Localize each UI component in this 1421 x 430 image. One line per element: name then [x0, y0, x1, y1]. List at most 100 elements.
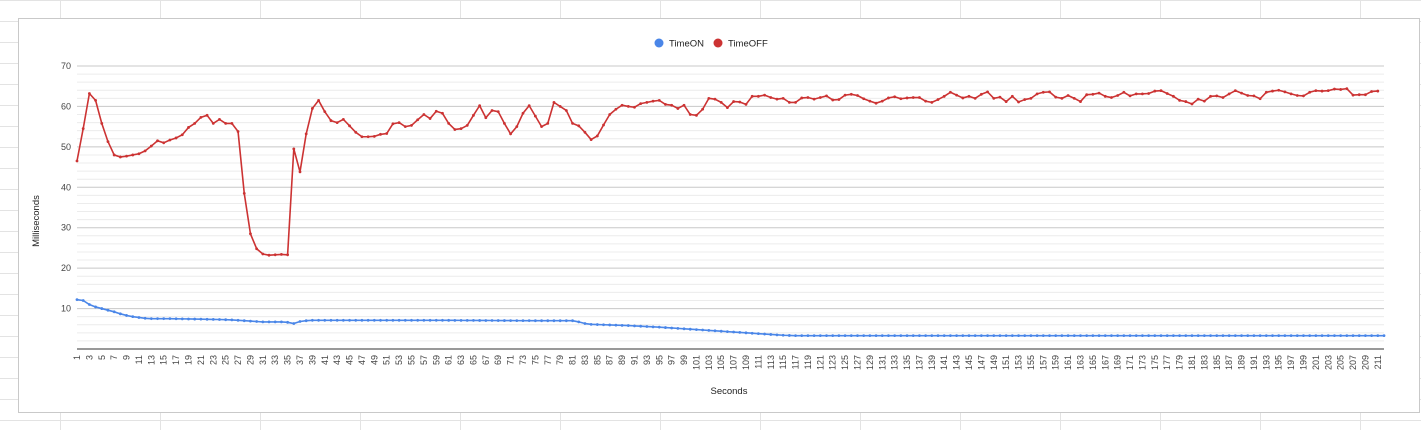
- data-point-timeoff[interactable]: [1333, 87, 1336, 91]
- data-point-timeon[interactable]: [868, 334, 872, 338]
- data-point-timeon[interactable]: [546, 319, 550, 323]
- data-point-timeon[interactable]: [626, 324, 630, 327]
- data-point-timeoff[interactable]: [1364, 93, 1367, 97]
- data-point-timeon[interactable]: [583, 322, 587, 325]
- data-point-timeoff[interactable]: [602, 123, 605, 127]
- data-point-timeoff[interactable]: [137, 152, 141, 156]
- data-point-timeoff[interactable]: [273, 253, 277, 257]
- data-point-timeon[interactable]: [1010, 334, 1014, 338]
- data-point-timeoff[interactable]: [100, 122, 104, 125]
- data-point-timeoff[interactable]: [87, 92, 91, 95]
- data-point-timeon[interactable]: [589, 322, 593, 326]
- data-point-timeon[interactable]: [1178, 334, 1181, 338]
- data-point-timeon[interactable]: [1190, 334, 1194, 338]
- data-point-timeoff[interactable]: [986, 90, 989, 94]
- data-point-timeoff[interactable]: [540, 125, 543, 129]
- data-point-timeoff[interactable]: [329, 119, 333, 122]
- data-point-timeon[interactable]: [317, 318, 320, 322]
- data-point-timeon[interactable]: [1357, 334, 1361, 338]
- data-point-timeoff[interactable]: [670, 103, 674, 107]
- data-point-timeon[interactable]: [893, 334, 897, 338]
- data-point-timeon[interactable]: [1023, 334, 1027, 338]
- data-point-timeoff[interactable]: [1221, 96, 1225, 99]
- data-point-timeoff[interactable]: [664, 103, 667, 106]
- data-point-timeon[interactable]: [230, 318, 234, 322]
- data-point-timeoff[interactable]: [1258, 97, 1262, 101]
- data-point-timeon[interactable]: [168, 317, 172, 321]
- data-point-timeoff[interactable]: [899, 97, 903, 101]
- data-point-timeoff[interactable]: [527, 104, 531, 108]
- data-point-timeoff[interactable]: [1165, 92, 1169, 95]
- data-point-timeon[interactable]: [143, 316, 147, 320]
- data-point-timeon[interactable]: [750, 331, 754, 335]
- data-point-timeon[interactable]: [323, 318, 327, 322]
- data-point-timeoff[interactable]: [1091, 92, 1095, 96]
- data-point-timeon[interactable]: [1227, 334, 1231, 338]
- data-point-timeoff[interactable]: [1357, 93, 1361, 97]
- data-point-timeon[interactable]: [453, 318, 457, 322]
- data-point-timeon[interactable]: [403, 318, 407, 322]
- data-point-timeoff[interactable]: [936, 98, 940, 101]
- data-point-timeoff[interactable]: [967, 94, 971, 98]
- data-point-timeon[interactable]: [880, 334, 884, 338]
- data-point-timeon[interactable]: [1382, 334, 1386, 338]
- data-point-timeon[interactable]: [552, 319, 556, 323]
- data-point-timeon[interactable]: [812, 334, 816, 338]
- data-point-timeon[interactable]: [193, 317, 197, 321]
- data-point-timeon[interactable]: [540, 319, 543, 323]
- data-point-timeoff[interactable]: [750, 94, 754, 98]
- data-point-timeon[interactable]: [1153, 334, 1157, 338]
- data-point-timeon[interactable]: [1289, 334, 1293, 338]
- data-point-timeon[interactable]: [1116, 334, 1120, 338]
- data-point-timeoff[interactable]: [608, 113, 612, 116]
- data-point-timeon[interactable]: [434, 318, 438, 322]
- data-point-timeoff[interactable]: [1103, 94, 1107, 98]
- data-point-timeon[interactable]: [1103, 334, 1107, 338]
- data-point-timeoff[interactable]: [385, 132, 389, 135]
- data-point-timeon[interactable]: [794, 334, 797, 338]
- data-point-timeon[interactable]: [719, 329, 723, 333]
- data-point-timeoff[interactable]: [874, 101, 878, 105]
- series-timeon[interactable]: [75, 298, 1386, 338]
- data-point-timeon[interactable]: [787, 334, 791, 337]
- data-point-timeoff[interactable]: [998, 95, 1002, 99]
- data-point-timeoff[interactable]: [781, 96, 785, 100]
- data-point-timeon[interactable]: [905, 334, 909, 338]
- data-point-timeon[interactable]: [410, 318, 413, 322]
- data-point-timeon[interactable]: [756, 332, 760, 336]
- data-point-timeon[interactable]: [1085, 334, 1089, 338]
- data-point-timeon[interactable]: [918, 334, 921, 338]
- data-point-timeoff[interactable]: [317, 98, 320, 102]
- data-point-timeon[interactable]: [1308, 334, 1312, 338]
- data-point-timeoff[interactable]: [639, 102, 643, 105]
- data-point-timeon[interactable]: [1110, 334, 1113, 338]
- data-point-timeoff[interactable]: [949, 90, 952, 94]
- data-point-timeoff[interactable]: [267, 253, 271, 257]
- data-point-timeoff[interactable]: [211, 122, 215, 125]
- data-point-timeoff[interactable]: [843, 93, 847, 97]
- data-point-timeon[interactable]: [1314, 334, 1318, 338]
- data-point-timeon[interactable]: [781, 333, 785, 337]
- series-line-timeoff[interactable]: [76, 87, 1378, 257]
- data-point-timeon[interactable]: [806, 334, 810, 338]
- data-point-timeon[interactable]: [180, 317, 184, 321]
- data-point-timeon[interactable]: [1171, 334, 1175, 338]
- data-point-timeon[interactable]: [81, 299, 85, 302]
- data-point-timeon[interactable]: [1072, 334, 1076, 338]
- data-point-timeon[interactable]: [936, 334, 940, 338]
- data-point-timeon[interactable]: [292, 322, 296, 325]
- data-point-timeon[interactable]: [1048, 334, 1051, 338]
- data-point-timeoff[interactable]: [645, 100, 649, 104]
- data-point-timeon[interactable]: [484, 319, 488, 322]
- data-point-timeon[interactable]: [205, 317, 209, 321]
- data-point-timeoff[interactable]: [893, 95, 897, 99]
- data-point-timeon[interactable]: [775, 333, 779, 337]
- data-point-timeoff[interactable]: [1308, 90, 1312, 94]
- data-point-timeon[interactable]: [1246, 334, 1250, 338]
- data-point-timeon[interactable]: [1004, 334, 1008, 338]
- data-point-timeon[interactable]: [682, 327, 686, 331]
- data-point-timeon[interactable]: [385, 318, 389, 322]
- data-point-timeon[interactable]: [224, 318, 228, 322]
- data-point-timeoff[interactable]: [1196, 97, 1200, 101]
- data-point-timeoff[interactable]: [719, 100, 723, 104]
